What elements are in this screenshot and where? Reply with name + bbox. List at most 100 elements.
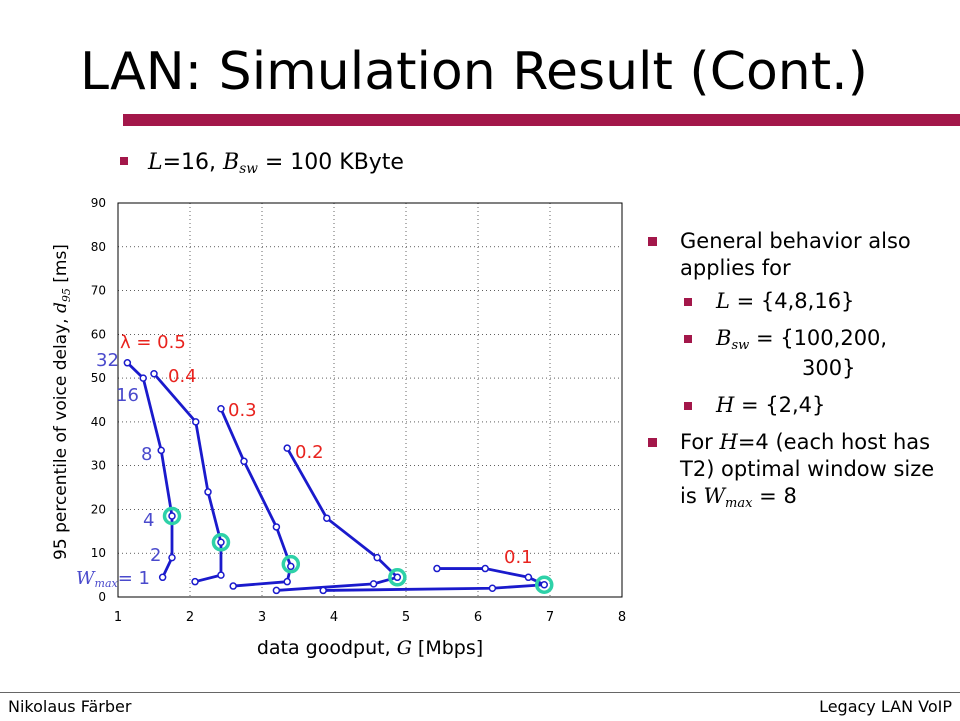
y-tick-label: 0 [98, 590, 106, 604]
subbullet-b-subscript: sw [731, 337, 750, 353]
footer-topic: Legacy LAN VoIP [819, 697, 952, 716]
subbullet-b-value: = {100,200, [749, 326, 888, 350]
window-size-label: 2 [150, 545, 161, 566]
data-point [191, 577, 199, 586]
x-axis-label: data goodput, G [Mbps] [257, 637, 483, 659]
y-tick-label: 50 [91, 371, 106, 385]
window-size-label: 16 [116, 385, 139, 406]
data-point [319, 586, 327, 595]
subtitle-bullet: L=16, Bsw = 100 KByte [120, 150, 404, 178]
series-label: 0.4 [168, 366, 197, 387]
x-tick-label: 7 [546, 610, 554, 625]
optimal-window-marker [211, 533, 231, 552]
series-label: 0.2 [295, 442, 324, 463]
subbullet-l: L = {4,8,16} [648, 288, 948, 315]
subtitle-b-value: = 100 KByte [257, 150, 404, 175]
series-label: 0.3 [228, 400, 257, 421]
data-point [283, 577, 291, 586]
y-tick-label: 90 [91, 196, 106, 210]
y-tick-label: 80 [91, 240, 106, 254]
x-tick-label: 1 [114, 610, 122, 625]
y-tick-label: 10 [91, 546, 106, 560]
y-tick-label: 70 [91, 284, 106, 298]
x-tick-label: 3 [258, 610, 266, 625]
data-point [433, 564, 441, 573]
subbullet-b-symbol: B [716, 326, 732, 350]
bullet-icon [684, 335, 692, 343]
data-point [240, 457, 248, 466]
bullet-icon [648, 438, 657, 447]
subbullet-b: Bsw = {100,200, 300} [648, 325, 948, 382]
bullet-icon [120, 157, 128, 165]
wmax-label: Wmax= 1 [76, 568, 150, 590]
data-point [157, 446, 165, 455]
y-axis-label: 95 percentile of voice delay, d95 [ms] [51, 244, 73, 560]
plot-frame [117, 202, 623, 598]
data-point [373, 553, 381, 562]
data-point [217, 538, 225, 547]
y-tick-label: 20 [91, 502, 106, 516]
subtitle-b-symbol: B [223, 150, 240, 175]
bullet-optimal-a: For [680, 430, 720, 454]
data-point [283, 444, 291, 452]
bullet-optimal: For H=4 (each host has T2) optimal windo… [648, 429, 948, 513]
data-point [540, 580, 548, 589]
bullet-optimal-w: W [703, 484, 726, 508]
data-point [272, 523, 281, 531]
data-point [192, 418, 200, 426]
series-line-0.4 [152, 372, 223, 584]
footer: Nikolaus Färber Legacy LAN VoIP [0, 692, 960, 721]
data-point [150, 369, 158, 378]
slide-title: LAN: Simulation Result (Cont.) [80, 42, 868, 102]
lambda-label: λ = 0.5 [120, 332, 186, 353]
x-tick-label: 5 [402, 610, 410, 625]
bullet-icon [648, 237, 657, 246]
bullet-icon [684, 402, 692, 410]
bullet-general-text: General behavior also applies for [680, 229, 911, 280]
series-line-0.1 [323, 567, 546, 592]
bullet-icon [684, 298, 692, 306]
subtitle-l-value: =16, [162, 150, 224, 175]
bullet-optimal-b: =4 (each host has T2) optimal window siz… [680, 430, 935, 508]
data-point [217, 571, 225, 579]
subbullet-h-symbol: H [716, 393, 735, 417]
window-size-label: 32 [96, 350, 119, 371]
data-point [204, 488, 212, 496]
x-tick-label: 2 [186, 610, 194, 625]
data-point [158, 573, 167, 582]
y-tick-label: 40 [91, 415, 106, 429]
subbullet-l-symbol: L [716, 289, 730, 313]
series-line-0.3 [219, 408, 293, 588]
subbullet-l-value: = {4,8,16} [729, 289, 855, 313]
series-label: 0.1 [504, 547, 533, 568]
optimal-window-marker [388, 568, 407, 587]
data-point [123, 359, 132, 367]
data-point [323, 514, 331, 522]
optimal-window-marker [281, 554, 301, 574]
data-point [393, 573, 402, 582]
bullet-optimal-c: = 8 [752, 484, 797, 508]
optimal-window-marker [162, 506, 182, 526]
optimal-window-marker [534, 575, 554, 594]
y-tick-label: 60 [91, 327, 106, 341]
bullet-optimal-h: H [719, 430, 738, 454]
series-line-0.2 [276, 447, 399, 592]
x-tick-label: 6 [474, 610, 482, 625]
footer-author: Nikolaus Färber [8, 697, 132, 716]
data-point [168, 512, 176, 520]
subtitle-l-symbol: L [148, 150, 163, 175]
data-point [369, 580, 378, 588]
data-point [488, 584, 497, 592]
data-point [217, 405, 225, 413]
title-underline-bar [123, 114, 960, 126]
bullet-list: General behavior also applies for L = {4… [648, 228, 948, 519]
subtitle-b-subscript: sw [239, 161, 258, 178]
bullet-general: General behavior also applies for [648, 228, 948, 282]
bullet-optimal-wsub: max [725, 495, 753, 511]
window-size-label: 8 [141, 444, 152, 465]
data-point [168, 553, 176, 562]
data-point [481, 564, 489, 573]
subbullet-b-value-cont: 300} [802, 356, 856, 380]
data-point [139, 374, 147, 382]
